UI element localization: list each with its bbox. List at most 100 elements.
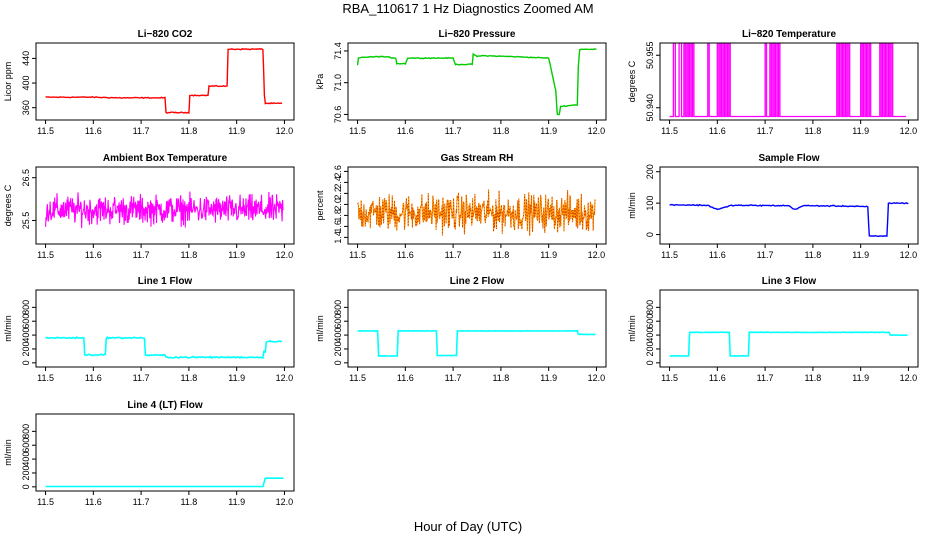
y-tick-label: 400	[333, 328, 343, 343]
y-tick-label: 2.6	[333, 165, 343, 178]
data-marks	[669, 331, 908, 357]
y-tick-label: 0	[21, 484, 31, 489]
plot-frame	[35, 166, 295, 245]
y-tick-label: 600	[333, 314, 343, 329]
y-tick-label: 2.2	[333, 187, 343, 200]
y-tick-label: 800	[21, 300, 31, 315]
x-tick-label: 11.5	[37, 373, 54, 383]
y-tick-label: 600	[21, 438, 31, 453]
y-tick-label: 600	[645, 314, 655, 329]
series-line	[669, 201, 909, 238]
y-tick-label: 360	[21, 100, 31, 115]
x-tick-label: 11.9	[852, 373, 869, 383]
x-tick-label: 11.8	[180, 250, 197, 260]
y-tick-label: 2.4	[333, 176, 343, 189]
y-tick-label: 0	[333, 360, 343, 365]
x-tick-label: 11.7	[445, 373, 462, 383]
plot-frame	[347, 289, 607, 368]
y-tick-label: 200	[333, 341, 343, 356]
x-tick-label: 12.0	[276, 373, 294, 383]
panel-title: Line 4 (LT) Flow	[127, 400, 203, 411]
x-tick-label: 12.0	[900, 373, 918, 383]
y-tick-label: 26.5	[21, 169, 31, 187]
x-tick-label: 11.5	[661, 126, 678, 136]
x-tick-label: 11.9	[540, 250, 557, 260]
panel-title: Li−820 Pressure	[439, 29, 516, 40]
x-tick-label: 11.6	[397, 126, 414, 136]
panel-title: Line 2 Flow	[450, 276, 505, 287]
x-tick-label: 11.8	[804, 126, 821, 136]
x-tick-label: 11.9	[540, 126, 557, 136]
series-line	[45, 191, 284, 229]
data-marks	[45, 191, 284, 229]
plot-frame	[35, 42, 295, 121]
y-tick-label: 0	[645, 232, 655, 237]
chart-panel: Li−820 Pressure 11.5 11.6 11.7 11.8 11.9 12.0 7…	[315, 29, 607, 136]
x-tick-label: 12.0	[900, 126, 918, 136]
y-tick-label: 0	[645, 360, 655, 365]
plot-frame	[347, 42, 607, 121]
panel-title: Line 1 Flow	[138, 276, 193, 287]
data-marks	[357, 329, 596, 357]
y-tick-label: 1.4	[333, 231, 343, 244]
y-tick-label: 800	[333, 300, 343, 315]
x-tick-label: 11.6	[709, 373, 726, 383]
y-axis-label: percent	[315, 190, 325, 221]
x-tick-label: 11.7	[757, 373, 774, 383]
y-tick-label: 400	[21, 328, 31, 343]
x-tick-label: 11.8	[492, 250, 509, 260]
plot-frame	[659, 42, 919, 121]
y-tick-label: 400	[645, 328, 655, 343]
y-tick-label: 1.6	[333, 220, 343, 233]
x-tick-label: 11.9	[228, 126, 245, 136]
y-tick-label: 400	[21, 452, 31, 467]
data-marks	[45, 47, 283, 115]
x-tick-label: 11.6	[397, 373, 414, 383]
x-tick-label: 11.5	[37, 126, 54, 136]
y-tick-label: 50.940	[645, 94, 655, 122]
y-axis-label: ml/min	[3, 315, 13, 342]
chart-panel: Ambient Box Temperature 11.5 11.6 11.7 11.8 1…	[3, 153, 295, 260]
y-tick-label: 600	[21, 314, 31, 329]
y-tick-label: 71.0	[333, 74, 343, 92]
panel-title: Li−820 CO2	[138, 29, 193, 40]
y-axis-label: ml/min	[315, 315, 325, 342]
y-tick-label: 70.6	[333, 106, 343, 124]
x-tick-label: 11.5	[349, 373, 366, 383]
main-title: RBA_110617 1 Hz Diagnostics Zoomed AM	[342, 1, 593, 16]
y-tick-label: 200	[21, 341, 31, 356]
chart-panel: Line 3 Flow 11.5 11.6 11.7 11.8 11.9 12.0 0 2004…	[627, 276, 919, 383]
x-tick-label: 11.7	[133, 497, 150, 507]
x-tick-label: 11.7	[757, 250, 774, 260]
x-tick-label: 11.5	[661, 373, 678, 383]
y-tick-label: 1.8	[333, 209, 343, 222]
data-marks	[45, 477, 284, 488]
x-tick-label: 12.0	[276, 126, 294, 136]
series-line	[45, 335, 283, 360]
y-tick-label: 2.0	[333, 198, 343, 211]
y-tick-label: 200	[21, 465, 31, 480]
plot-frame	[659, 166, 919, 245]
x-tick-label: 11.9	[852, 126, 869, 136]
series-line	[669, 43, 907, 118]
x-tick-label: 11.6	[85, 497, 102, 507]
y-tick-label: 71.4	[333, 42, 343, 60]
x-tick-label: 12.0	[588, 373, 606, 383]
plot-frame	[659, 289, 919, 368]
y-axis-label: ml/min	[3, 439, 13, 466]
y-axis-label: kPa	[315, 74, 325, 90]
x-tick-label: 11.7	[445, 126, 462, 136]
data-marks	[356, 48, 597, 116]
x-tick-label: 12.0	[276, 250, 294, 260]
x-tick-label: 11.8	[492, 126, 509, 136]
x-tick-label: 11.7	[133, 126, 150, 136]
chart-panel: Sample Flow 11.5 11.6 11.7 11.8 11.9 12.0 0 100 2…	[627, 153, 919, 260]
x-tick-label: 11.7	[133, 373, 150, 383]
y-tick-label: 0	[21, 360, 31, 365]
y-tick-label: 200	[645, 164, 655, 179]
panels: Li−820 CO2 11.5 11.6 11.7 11.8 11.9 12.0 360 400…	[3, 29, 919, 507]
series-line	[669, 331, 908, 357]
chart-panel: Line 2 Flow 11.5 11.6 11.7 11.8 11.9 12.0 0 2004…	[315, 276, 607, 383]
x-tick-label: 11.5	[349, 250, 366, 260]
